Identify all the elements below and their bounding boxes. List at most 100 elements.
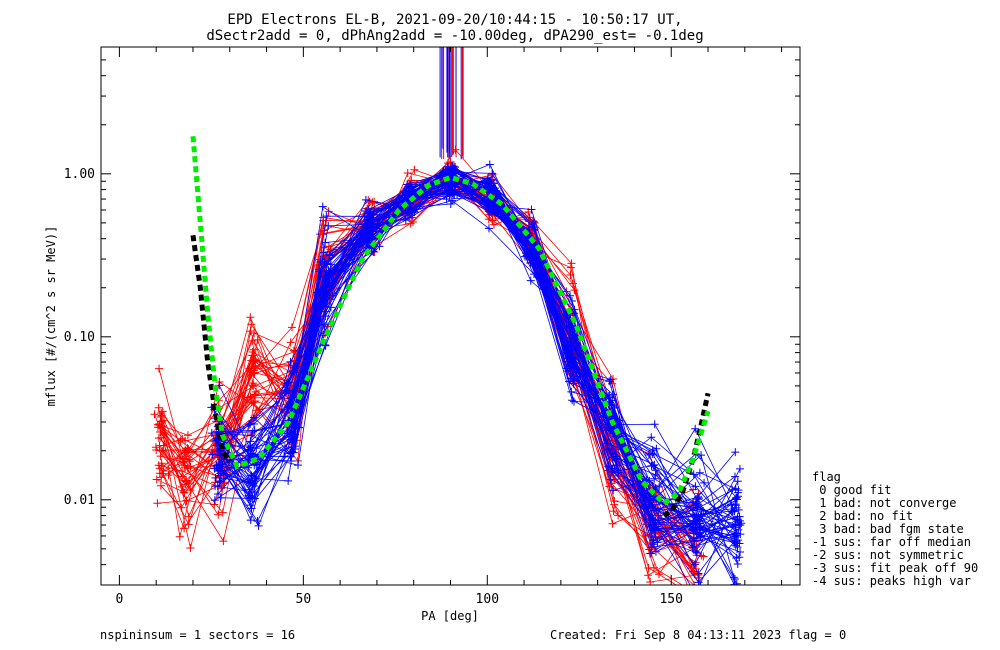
blue-trace-marker [730,472,739,481]
blue-trace-marker [606,375,615,384]
blue-trace-marker [365,208,374,217]
blue-trace-marker [732,503,741,512]
red-trace-marker [219,537,228,546]
blue-trace-marker [447,196,456,205]
red-trace-marker [186,486,195,495]
blue-trace-marker [530,225,539,234]
blue-trace-marker [729,573,738,582]
blue-trace-marker [246,437,255,446]
blue-trace-marker [294,461,303,470]
blue-trace-marker [211,473,220,482]
red-trace-marker [252,406,261,415]
red-trace-marker [214,510,223,519]
blue-trace-marker [604,462,613,471]
blue-trace-marker [483,173,492,182]
red-trace-marker [154,434,163,443]
red-trace-marker [410,165,419,174]
blue-trace-marker [246,471,255,480]
blue-trace-marker [321,341,330,350]
blue-trace-marker [401,216,410,225]
blue-trace-marker [650,506,659,515]
blue-trace [224,200,738,534]
blue-trace-marker [247,504,256,513]
legend-item: 3 bad: bad fgm state [812,522,964,536]
blue-trace [216,179,735,578]
blue-trace-marker [488,200,497,209]
red-trace-marker [153,499,162,508]
blue-trace-marker [403,180,412,189]
blue-trace-marker [250,488,259,497]
blue-trace-marker [325,283,334,292]
blue-trace-marker [736,548,745,557]
red-trace-marker [566,271,575,280]
blue-trace-marker [401,189,410,198]
blue-trace-marker [254,521,263,530]
legend-item: 2 bad: no fit [812,509,914,523]
red-trace-marker [324,207,333,216]
blue-trace-marker [362,228,371,237]
footer-left: nspininsum = 1 sectors = 16 [100,628,295,642]
blue-trace-marker [694,492,703,501]
blue-trace-marker [245,450,254,459]
blue-trace-marker [649,461,658,470]
blue-trace-marker [525,250,534,259]
blue-trace-marker [691,547,700,556]
blue-trace-marker [691,499,700,508]
blue-trace-marker [450,190,459,199]
blue-trace-marker [652,522,661,531]
blue-trace-marker [208,450,217,459]
blue-trace-marker [318,202,327,211]
blue-trace-marker [732,529,741,538]
blue-trace-marker [734,536,743,545]
blue-trace-marker [215,477,224,486]
blue-trace-marker [609,486,618,495]
blue-trace-marker [733,543,742,552]
blue-trace-marker [442,180,451,189]
axes: 0 50 100 150 0.01 0.10 1.00 [64,46,801,607]
blue-trace-marker [248,427,257,436]
blue-trace-marker [322,259,331,268]
blue-trace-marker [369,207,378,216]
blue-trace-marker [247,431,256,440]
blue-trace-marker [248,480,257,489]
red-trace-marker [489,220,498,229]
blue-trace-marker [732,579,741,585]
y-tick-label: 0.01 [64,493,95,508]
blue-trace-marker [606,475,615,484]
red-trace-marker [158,447,167,456]
blue-trace-marker [489,205,498,214]
blue-trace-marker [605,377,614,386]
red-trace-marker [562,287,571,296]
blue-trace-marker [407,184,416,193]
red-trace-marker [250,368,259,377]
blue-trace-marker [727,500,736,509]
blue-trace-marker [689,536,698,545]
blue-trace-marker [526,276,535,285]
red-trace-marker [156,413,165,422]
red-trace-marker [155,364,164,373]
blue-trace-marker [654,511,663,520]
blue-trace-marker [247,493,256,502]
red-trace-marker [406,219,415,228]
blue-trace-marker [690,537,699,546]
blue-trace-marker [212,461,221,470]
blue-trace-marker [650,420,659,429]
blue-trace-marker [245,420,254,429]
blue-trace-marker [207,429,216,438]
red-trace-marker [566,263,575,272]
blue-trace-marker [733,560,742,569]
blue-trace-marker [730,537,739,546]
red-trace-marker [249,345,258,354]
blue-trace-marker [689,470,698,479]
blue-trace-marker [648,540,657,549]
blue-trace-marker [216,469,225,478]
red-trace-marker [253,335,262,344]
blue-trace-marker [284,476,293,485]
blue-trace-marker [647,549,656,558]
red-trace-marker [614,511,623,520]
legend-item: -3 sus: fit peak off 90 [812,561,979,575]
blue-trace-marker [568,396,577,405]
blue-trace-marker [695,468,704,477]
red-trace-marker [178,458,187,467]
blue-trace-marker [286,357,295,366]
